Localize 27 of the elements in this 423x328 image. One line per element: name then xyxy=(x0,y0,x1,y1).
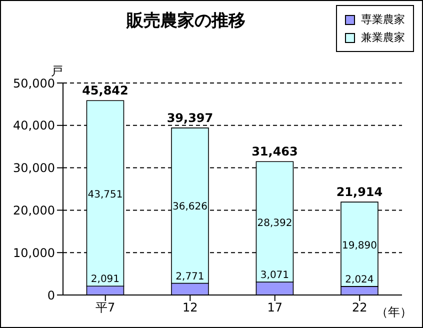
y-tick-label: 50,000 xyxy=(13,76,55,90)
data-label: 43,751 xyxy=(88,189,123,200)
x-tick-label: 12 xyxy=(182,300,198,315)
total-label: 39,397 xyxy=(166,110,214,125)
data-label: 2,024 xyxy=(345,274,374,286)
data-label: 19,890 xyxy=(342,240,377,252)
total-label: 21,914 xyxy=(336,185,383,200)
y-tick-label: 0 xyxy=(47,288,55,302)
data-label: 2,771 xyxy=(176,271,204,282)
data-label: 3,071 xyxy=(260,270,290,281)
x-tick-label: 平7 xyxy=(96,300,116,315)
total-label: 31,463 xyxy=(252,144,298,159)
data-label: 28,392 xyxy=(257,218,292,229)
x-tick-label: 17 xyxy=(267,300,283,315)
y-tick-label: 20,000 xyxy=(13,203,55,218)
data-label: 36,626 xyxy=(172,202,208,213)
legend-label: 兼業農家 xyxy=(361,30,405,45)
y-axis-title: 戸 xyxy=(51,63,63,78)
y-tick-label: 40,000 xyxy=(13,118,55,133)
x-tick-label: 22 xyxy=(352,300,368,315)
legend-label: 専業農家 xyxy=(361,12,405,27)
data-label: 2,091 xyxy=(90,274,120,286)
x-axis-title: （年） xyxy=(376,304,412,321)
chart-title: 販売農家の推移 xyxy=(125,10,246,32)
total-label: 45,842 xyxy=(82,84,128,98)
y-tick-label: 30,000 xyxy=(13,161,55,176)
y-tick-label: 10,000 xyxy=(13,246,55,260)
